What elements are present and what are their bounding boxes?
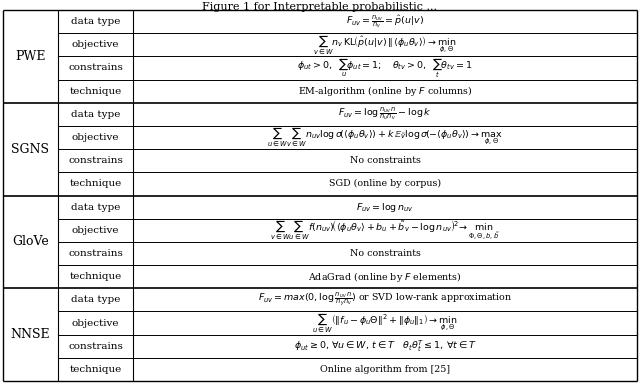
Text: constrains: constrains	[68, 156, 123, 165]
Text: technique: technique	[69, 365, 122, 374]
Text: SGD (online by corpus): SGD (online by corpus)	[329, 179, 441, 189]
Text: $\sum_{v \in W}\sum_{u \in W} f(n_{uv})\!\left(\langle\phi_u\theta_v\rangle + b_: $\sum_{v \in W}\sum_{u \in W} f(n_{uv})\…	[270, 218, 500, 242]
Text: objective: objective	[72, 133, 119, 142]
Text: constrains: constrains	[68, 63, 123, 73]
Text: GloVe: GloVe	[12, 235, 49, 248]
Text: data type: data type	[71, 110, 120, 119]
Text: Online algorithm from [25]: Online algorithm from [25]	[320, 365, 450, 374]
Text: EM-algorithm (online by $F$ columns): EM-algorithm (online by $F$ columns)	[298, 84, 472, 98]
Text: data type: data type	[71, 17, 120, 26]
Text: $\phi_{ut} > 0,\;\;\sum_u \phi_{ut} = 1;\quad\theta_{tv} > 0,\;\;\sum_t \theta_{: $\phi_{ut} > 0,\;\;\sum_u \phi_{ut} = 1;…	[298, 56, 473, 80]
Text: AdaGrad (online by $F$ elements): AdaGrad (online by $F$ elements)	[308, 270, 462, 284]
Text: NNSE: NNSE	[11, 328, 51, 341]
Text: $\sum_{v \in W} n_v\,\mathrm{KL}\!\left(\hat{p}(u|v)\,\|\,\langle\phi_u\theta_v\: $\sum_{v \in W} n_v\,\mathrm{KL}\!\left(…	[313, 33, 457, 56]
Text: PWE: PWE	[15, 50, 45, 63]
Text: data type: data type	[71, 203, 120, 212]
Text: $\sum_{u \in W}\sum_{v \in W} n_{uv}\log\sigma\!\left(\langle\phi_u\theta_v\rang: $\sum_{u \in W}\sum_{v \in W} n_{uv}\log…	[267, 126, 503, 149]
Text: objective: objective	[72, 226, 119, 235]
Text: No constraints: No constraints	[349, 249, 420, 258]
Text: technique: technique	[69, 87, 122, 96]
Text: constrains: constrains	[68, 342, 123, 351]
Text: $F_{uv} = \log \frac{n_{uv}\,n}{n_u n_v} - \log k$: $F_{uv} = \log \frac{n_{uv}\,n}{n_u n_v}…	[338, 106, 432, 123]
Text: technique: technique	[69, 272, 122, 281]
Text: objective: objective	[72, 319, 119, 328]
Text: objective: objective	[72, 40, 119, 49]
Text: Figure 1 for Interpretable probabilistic ...: Figure 1 for Interpretable probabilistic…	[202, 2, 438, 12]
Text: SGNS: SGNS	[12, 142, 49, 156]
Text: $F_{uv} = \frac{n_{uv}}{n_v} = \hat{p}(u|v)$: $F_{uv} = \frac{n_{uv}}{n_v} = \hat{p}(u…	[346, 13, 424, 30]
Text: constrains: constrains	[68, 249, 123, 258]
Text: $\sum_{u \in W}\left(\|f_u - \phi_u\Theta\|^2 + \|\phi_u\|_1\right)\to\min_{\phi: $\sum_{u \in W}\left(\|f_u - \phi_u\Thet…	[312, 311, 458, 335]
Text: data type: data type	[71, 295, 120, 305]
Text: $F_{uv} = \log n_{uv}$: $F_{uv} = \log n_{uv}$	[356, 200, 414, 214]
Text: No constraints: No constraints	[349, 156, 420, 165]
Text: $\phi_{ut}\geq 0,\,\forall u\in W,\,t\in T\quad\theta_t\theta_t^T\leq 1,\,\foral: $\phi_{ut}\geq 0,\,\forall u\in W,\,t\in…	[294, 339, 476, 354]
Text: technique: technique	[69, 179, 122, 189]
Text: $F_{uv} = max(0,\log\frac{n_{uv}\,n}{n_y n_v})$ or SVD low-rank approximation: $F_{uv} = max(0,\log\frac{n_{uv}\,n}{n_y…	[258, 291, 512, 309]
